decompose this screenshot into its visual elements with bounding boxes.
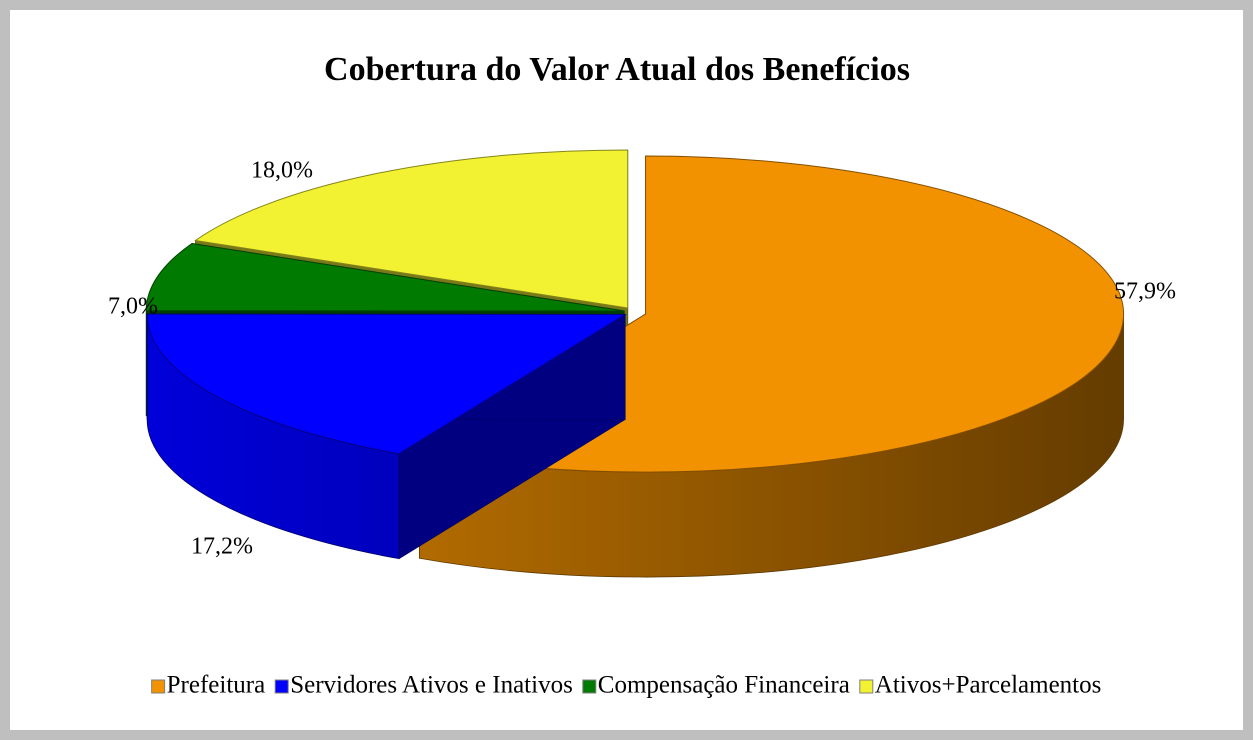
slice [145,242,625,312]
data-label: 18,0% [251,158,313,184]
slice [146,313,627,455]
legend-swatch [274,679,289,694]
legend-label: Prefeitura [167,672,266,699]
legend-swatch [151,679,166,694]
chart-title: Cobertura do Valor Atual dos Benefícios [324,51,910,88]
legend-label: Servidores Ativos e Inativos [290,672,573,699]
legend-label: Compensação Financeira [598,672,850,699]
slice [194,149,629,309]
legend-swatch [859,679,874,694]
data-label: 7,0% [108,294,158,320]
data-label: 17,2% [191,534,253,560]
legend-swatch [582,679,597,694]
data-label: 57,9% [1114,279,1176,305]
legend-label: Ativos+Parcelamentos [875,672,1102,699]
